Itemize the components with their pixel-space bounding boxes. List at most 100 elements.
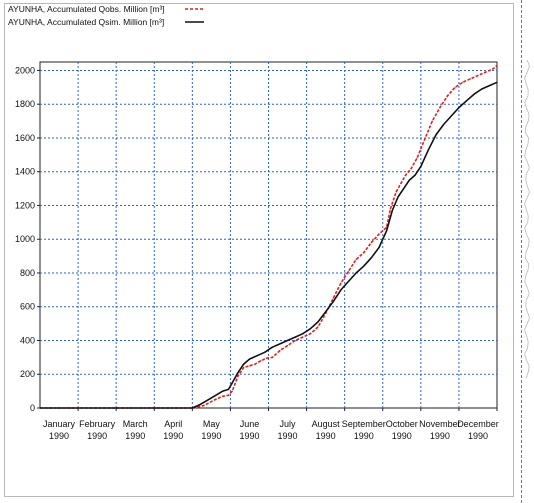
x-tick-label-year: 1990 [468,431,488,441]
point-obs [302,336,304,338]
x-tick-label-year: 1990 [278,431,298,441]
point-obs [332,297,334,299]
point-obs [340,282,342,284]
point-sim [243,363,245,365]
point-sim [427,149,429,151]
point-obs [492,68,494,70]
point-obs [410,167,412,169]
legend-label-sim: AYUNHA, Accumulated Qsim. Million [m³] [8,17,164,27]
point-obs [454,86,456,88]
x-tick-label-month: July [280,419,297,429]
point-sim [363,265,365,267]
point-sim [397,196,399,198]
point-sim [481,88,483,90]
x-tick-label-year: 1990 [163,431,183,441]
point-obs [203,404,205,407]
point-obs [254,363,256,365]
point-obs [279,350,281,352]
point-obs [248,365,251,367]
point-obs [469,78,471,80]
point-sim [355,272,357,274]
x-tick-label-month: March [123,419,148,429]
y-tick-label: 0 [30,403,35,413]
edge-wave-decoration [524,60,530,379]
point-sim [403,188,405,190]
point-obs [243,366,245,369]
point-sim [317,321,319,323]
point-sim [496,81,498,83]
x-tick-label-year: 1990 [201,431,221,441]
x-tick-label-month: February [79,419,116,429]
point-obs [431,120,433,122]
point-obs [370,242,372,244]
x-tick-label-year: 1990 [239,431,259,441]
x-axis-ticks: January 1990 February 1990 March 1990 April 199… [43,408,499,441]
point-sim [237,372,239,374]
x-tick-label-month: August [312,419,341,429]
point-sim [408,179,410,181]
point-obs [424,139,426,141]
point-obs [355,258,357,261]
point-sim [420,166,422,168]
point-sim [391,209,393,212]
y-tick-label: 1600 [15,133,35,143]
point-sim [264,351,266,353]
point-sim [279,343,281,345]
point-obs [363,252,365,254]
point-obs [446,95,449,97]
page-edge-dashed-line [521,0,522,503]
point-obs [395,191,397,193]
x-tick-label-month: December [457,419,499,429]
point-sim [458,107,460,109]
x-tick-label-year: 1990 [316,431,336,441]
point-sim [332,301,334,303]
point-obs [485,71,487,73]
y-tick-label: 1800 [15,99,35,109]
point-obs [266,357,268,359]
point-obs [477,74,479,77]
point-sim [386,230,388,232]
x-tick-label-month: April [164,419,182,429]
point-obs [214,399,216,401]
x-tick-label-year: 1990 [354,431,374,441]
series-layer [39,64,498,409]
point-obs [378,233,380,235]
point-sim [435,134,437,136]
x-tick-label-year: 1990 [87,431,107,441]
chart-frame [4,3,514,497]
point-obs [231,390,233,392]
point-sim [340,289,342,291]
point-sim [302,333,304,335]
point-sim [210,397,212,399]
point-sim [231,382,233,384]
x-tick-label-year: 1990 [49,431,69,441]
y-tick-label: 1200 [15,200,35,210]
point-sim [248,358,251,360]
point-sim [325,311,327,313]
point-obs [227,394,230,396]
x-tick-label-month: May [203,419,221,429]
point-sim [227,388,230,390]
point-obs [271,356,273,358]
point-sim [473,93,475,95]
point-sim [199,404,201,406]
series-line-obs [40,64,498,409]
point-obs [294,339,296,342]
point-sim [222,390,224,392]
y-tick-label: 600 [20,302,35,312]
point-obs [347,270,350,272]
point-obs [439,107,441,109]
point-obs [405,174,407,176]
point-sim [370,257,372,259]
y-tick-label: 2000 [15,65,35,75]
point-sim [414,174,416,176]
point-obs [309,333,311,335]
series-line-sim [40,81,498,409]
y-tick-label: 800 [20,268,35,278]
x-tick-label-year: 1990 [430,431,450,441]
y-tick-label: 1400 [15,167,35,177]
point-sim [309,328,311,330]
y-tick-label: 200 [20,369,35,379]
point-sim [378,247,380,249]
legend-label-obs: AYUNHA, Accumulated Qobs. Million [m³] [8,4,165,14]
